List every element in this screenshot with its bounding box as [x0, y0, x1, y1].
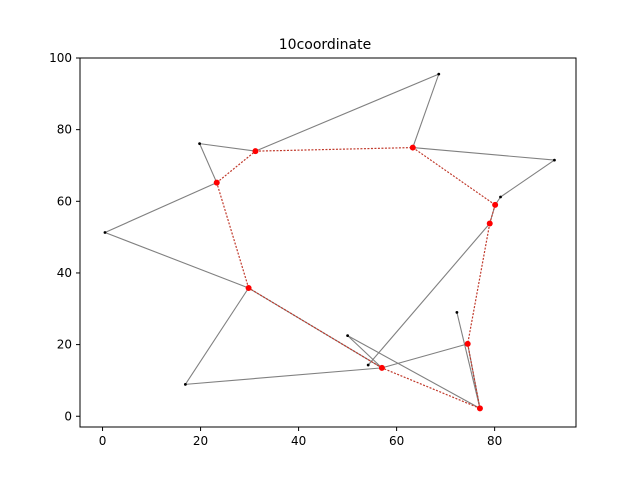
edge-line — [412, 147, 555, 161]
edge-line — [412, 73, 440, 148]
data-point — [455, 310, 459, 314]
edge-line — [199, 143, 218, 183]
y-tick-label: 0 — [64, 409, 72, 423]
edge-line — [104, 231, 249, 289]
edge-line — [500, 159, 555, 198]
route-point — [409, 144, 416, 151]
route-point — [378, 364, 385, 371]
y-tick-label: 40 — [57, 266, 72, 280]
edge-line — [199, 143, 256, 152]
route-point — [245, 284, 252, 291]
edge-line — [367, 223, 491, 366]
route-segment — [381, 367, 481, 409]
edge-line — [456, 312, 481, 409]
route-segment — [255, 146, 413, 152]
edge-line — [255, 73, 439, 152]
route-segment — [467, 223, 491, 344]
edge-line — [104, 182, 217, 233]
edge-line — [381, 343, 468, 369]
x-tick-label: 80 — [487, 434, 502, 448]
y-tick-label: 100 — [49, 51, 72, 65]
data-point — [198, 142, 201, 146]
data-point — [499, 195, 502, 199]
x-tick-label: 0 — [99, 434, 107, 448]
route-segment — [467, 343, 481, 409]
x-tick-label: 40 — [291, 434, 306, 448]
axes-frame — [79, 57, 577, 428]
route-point — [492, 201, 499, 208]
chart-title: 10coordinate — [279, 37, 371, 53]
data-point — [366, 363, 370, 367]
edge-line — [347, 335, 481, 409]
data-point — [437, 72, 441, 76]
data-point — [553, 158, 556, 162]
route-segment — [412, 147, 496, 206]
route-point — [213, 179, 220, 186]
route-point — [252, 148, 259, 155]
y-tick-label: 20 — [57, 338, 72, 352]
data-point — [103, 231, 107, 234]
y-tick-label: 80 — [57, 123, 72, 137]
data-point — [183, 382, 187, 386]
route-segment — [248, 287, 383, 369]
route-point — [476, 405, 483, 412]
data-point — [346, 334, 350, 338]
route-point — [486, 220, 493, 227]
plot-area: 0 20 40 60 80 0 20 40 60 80 100 — [49, 51, 577, 448]
route-segment — [216, 182, 250, 289]
edge-line — [184, 287, 250, 385]
y-tick-label: 60 — [57, 194, 72, 208]
edge-line — [185, 367, 382, 385]
route-point — [464, 340, 471, 347]
x-tick-label: 20 — [193, 434, 208, 448]
edge-line — [489, 204, 496, 224]
route-segment — [216, 150, 256, 184]
x-tick-label: 60 — [389, 434, 404, 448]
edge-line — [347, 335, 383, 369]
